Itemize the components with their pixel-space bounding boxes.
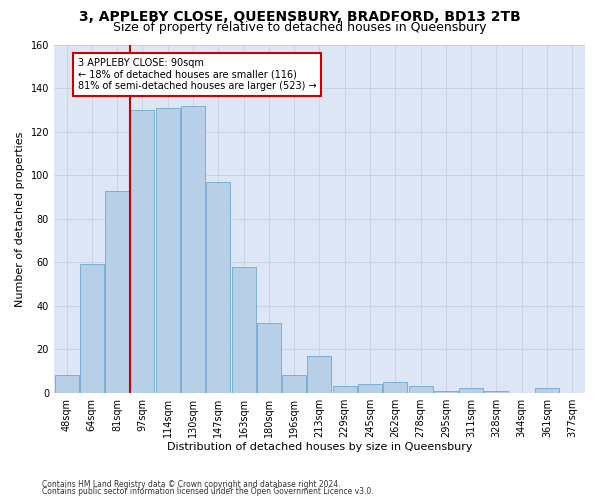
Y-axis label: Number of detached properties: Number of detached properties: [15, 131, 25, 306]
Bar: [333, 386, 357, 392]
Bar: [459, 388, 483, 392]
Bar: [434, 390, 458, 392]
Bar: [358, 384, 382, 392]
Bar: [307, 356, 331, 393]
Bar: [55, 376, 79, 392]
Bar: [105, 190, 129, 392]
Bar: [130, 110, 154, 393]
Bar: [383, 382, 407, 392]
Bar: [156, 108, 180, 393]
Bar: [206, 182, 230, 392]
Text: 3, APPLEBY CLOSE, QUEENSBURY, BRADFORD, BD13 2TB: 3, APPLEBY CLOSE, QUEENSBURY, BRADFORD, …: [79, 10, 521, 24]
Text: Size of property relative to detached houses in Queensbury: Size of property relative to detached ho…: [113, 21, 487, 34]
Bar: [484, 390, 508, 392]
Text: 3 APPLEBY CLOSE: 90sqm
← 18% of detached houses are smaller (116)
81% of semi-de: 3 APPLEBY CLOSE: 90sqm ← 18% of detached…: [78, 58, 317, 91]
Bar: [409, 386, 433, 392]
Text: Contains public sector information licensed under the Open Government Licence v3: Contains public sector information licen…: [42, 487, 374, 496]
Bar: [282, 376, 306, 392]
X-axis label: Distribution of detached houses by size in Queensbury: Distribution of detached houses by size …: [167, 442, 472, 452]
Bar: [232, 266, 256, 392]
Bar: [535, 388, 559, 392]
Bar: [257, 323, 281, 392]
Bar: [80, 264, 104, 392]
Bar: [181, 106, 205, 393]
Text: Contains HM Land Registry data © Crown copyright and database right 2024.: Contains HM Land Registry data © Crown c…: [42, 480, 341, 489]
